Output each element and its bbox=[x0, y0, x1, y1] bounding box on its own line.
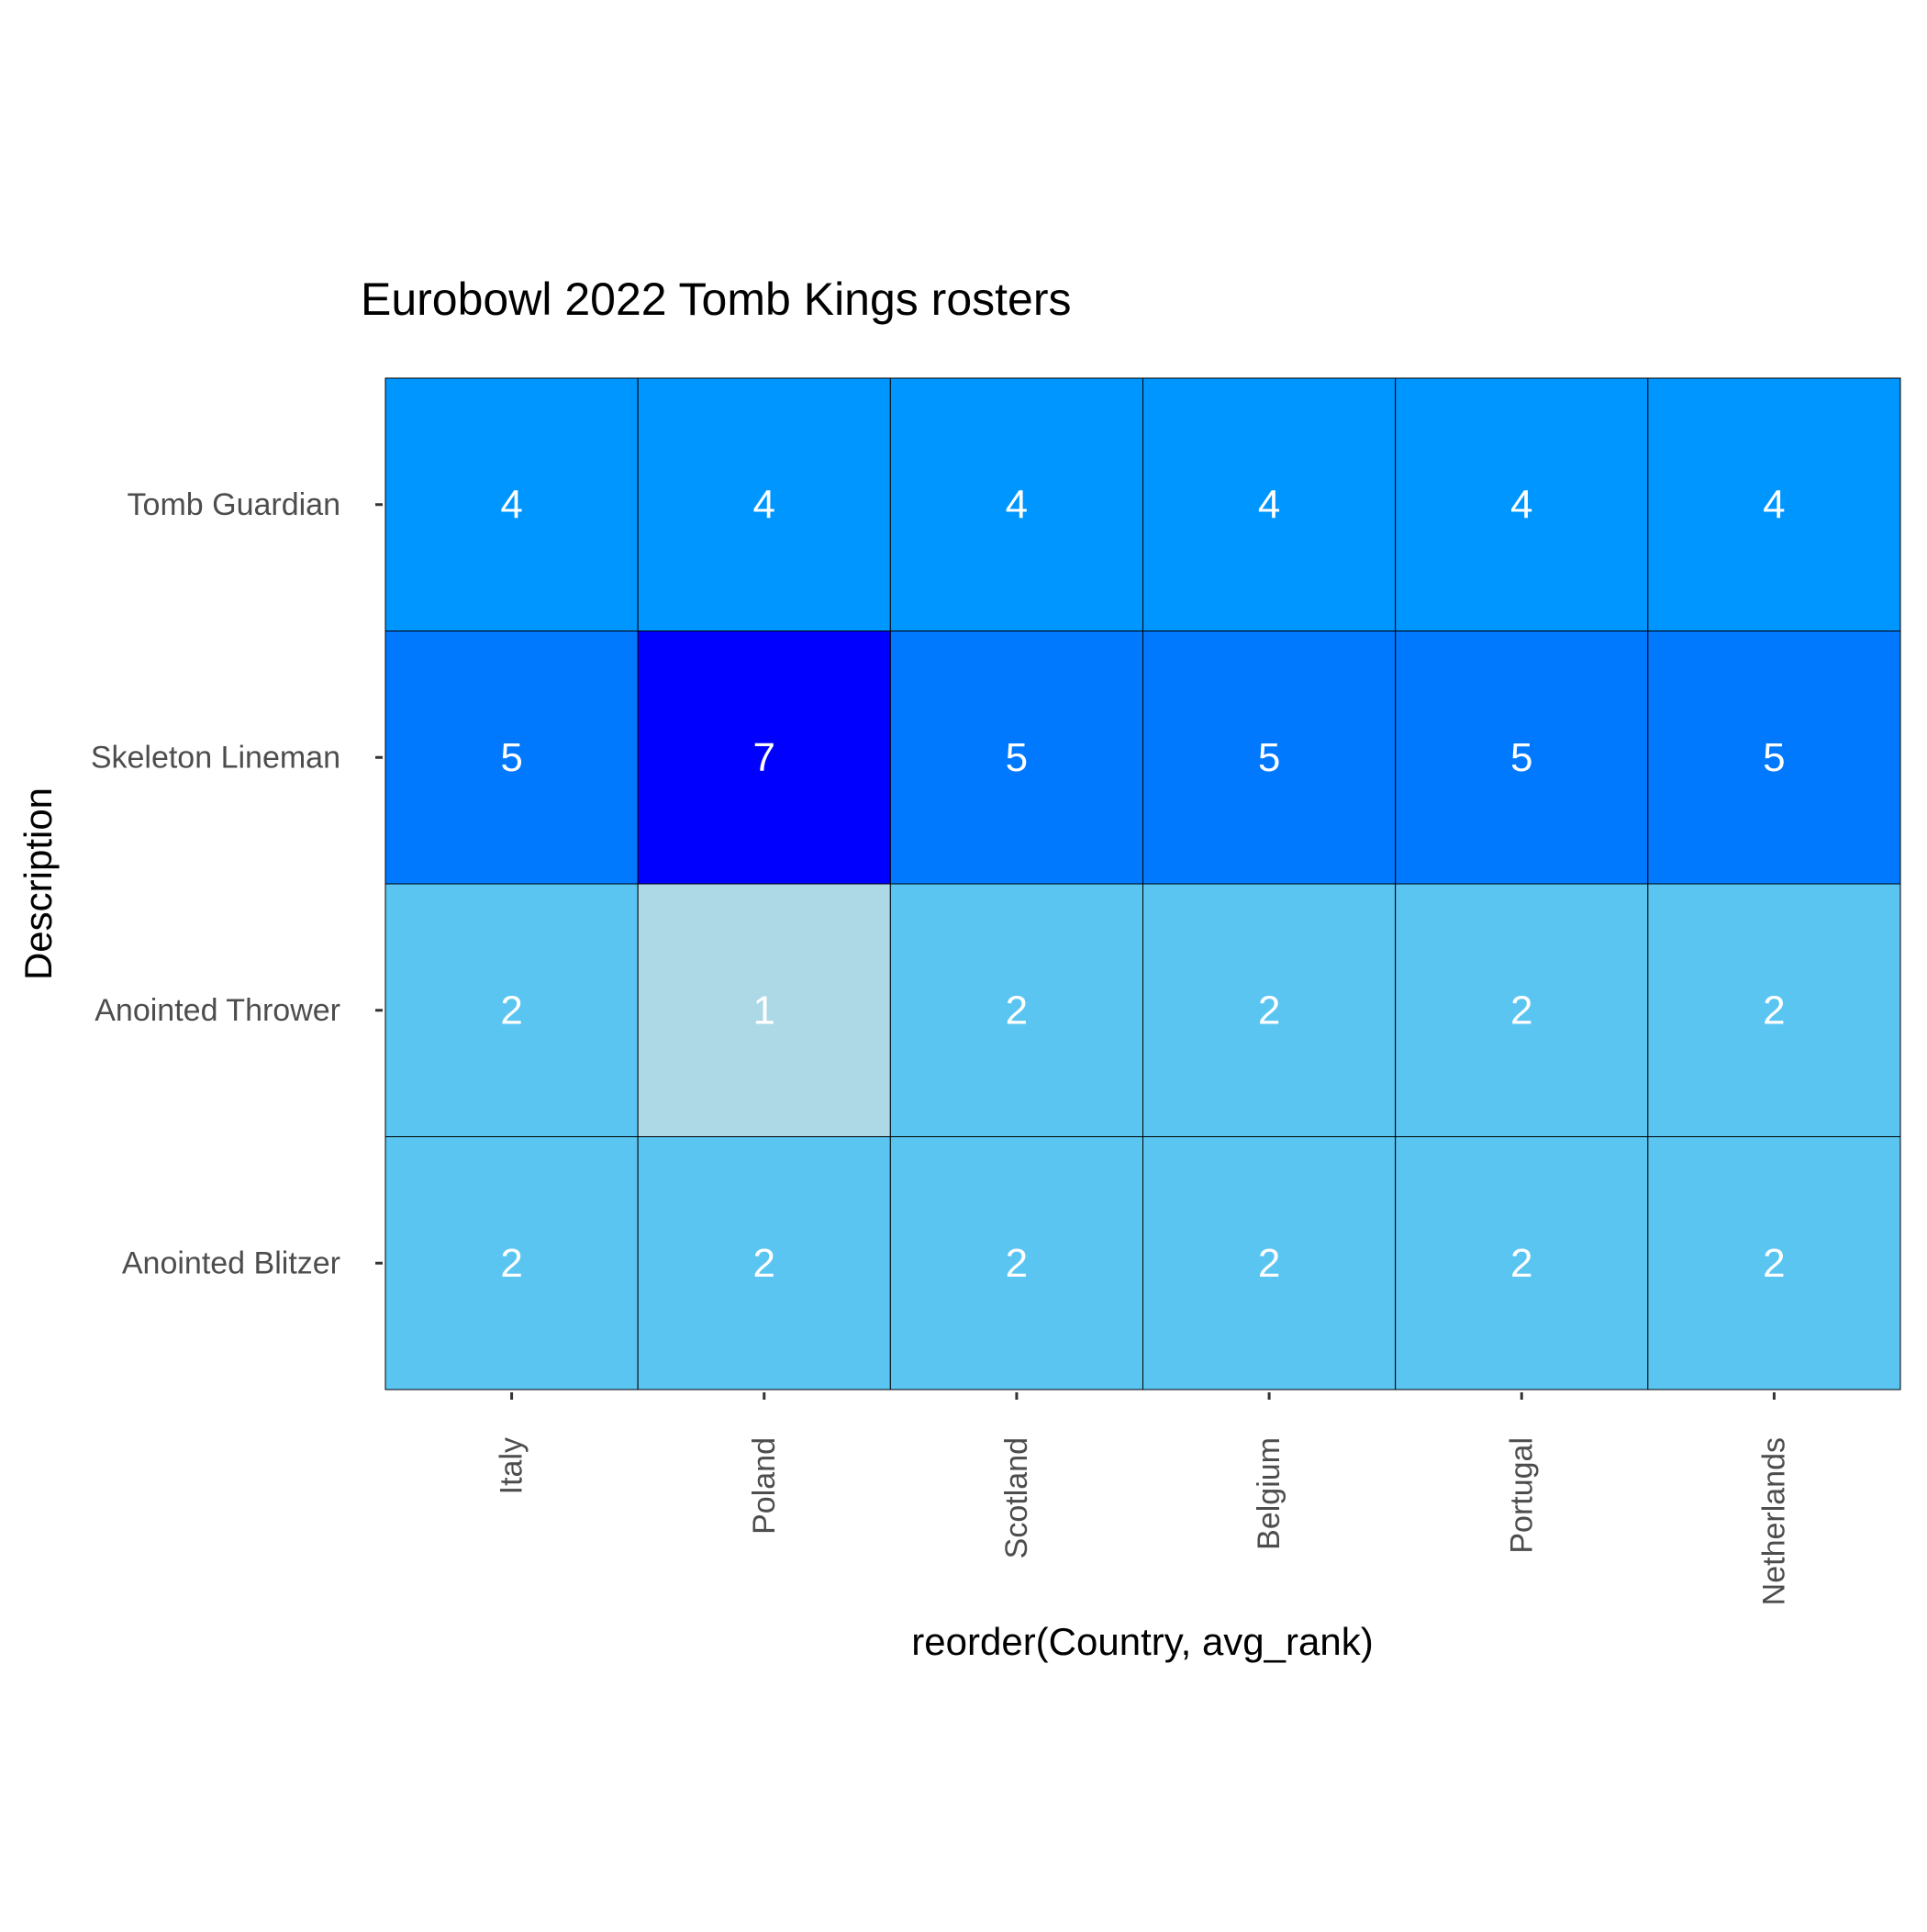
heatmap-cell bbox=[1395, 1136, 1649, 1390]
cell-value-label: 2 bbox=[753, 1241, 775, 1286]
y-axis-title: Description bbox=[17, 787, 60, 980]
heatmap-cell bbox=[637, 883, 891, 1137]
heatmap-cells bbox=[384, 377, 1901, 1390]
x-axis: Italy Poland Scotland Belgium Portugal Nether… bbox=[495, 1392, 1791, 1605]
x-tick-label: Portugal bbox=[1504, 1437, 1539, 1554]
y-tick-label: Skeleton Lineman bbox=[91, 740, 340, 775]
cell-value-label: 2 bbox=[1763, 988, 1785, 1033]
cell-value-label: 5 bbox=[1763, 735, 1785, 780]
x-tick-label: Poland bbox=[747, 1437, 782, 1535]
cell-value-label: 1 bbox=[753, 988, 775, 1033]
heatmap-cell bbox=[637, 631, 891, 885]
heatmap-cell bbox=[384, 883, 639, 1137]
heatmap-cell bbox=[1142, 1136, 1397, 1390]
cell-value-label: 2 bbox=[1006, 1241, 1028, 1286]
y-tick-label: Tomb Guardian bbox=[128, 487, 340, 522]
cell-value-label: 7 bbox=[753, 735, 775, 780]
cell-value-label: 5 bbox=[1510, 735, 1532, 780]
heatmap-cell bbox=[384, 377, 639, 631]
heatmap-cell bbox=[889, 377, 1143, 631]
cell-value-label: 4 bbox=[1006, 482, 1028, 527]
cell-value-label: 4 bbox=[1510, 482, 1532, 527]
heatmap-cell bbox=[1647, 631, 1901, 885]
y-tick-label: Anointed Blitzer bbox=[122, 1245, 340, 1280]
cell-value-label: 4 bbox=[753, 482, 775, 527]
cell-value-label: 2 bbox=[1510, 1241, 1532, 1286]
heatmap-cell bbox=[1142, 883, 1397, 1137]
cell-value-label: 4 bbox=[1258, 482, 1280, 527]
cell-value-label: 2 bbox=[500, 988, 522, 1033]
x-tick-label: Belgium bbox=[1252, 1437, 1287, 1550]
heatmap-cell bbox=[1647, 883, 1901, 1137]
heatmap-cell bbox=[637, 377, 891, 631]
heatmap-cell bbox=[1142, 631, 1397, 885]
cell-value-label: 2 bbox=[1510, 988, 1532, 1033]
x-tick-label: Netherlands bbox=[1756, 1437, 1791, 1605]
heatmap-cell bbox=[889, 883, 1143, 1137]
cell-value-label: 2 bbox=[1006, 988, 1028, 1033]
heatmap-cell bbox=[1142, 377, 1397, 631]
heatmap-cell bbox=[889, 1136, 1143, 1390]
heatmap-cell bbox=[384, 631, 639, 885]
cell-value-label: 5 bbox=[1006, 735, 1028, 780]
y-tick-label: Anointed Thrower bbox=[95, 993, 340, 1028]
x-tick-label: Italy bbox=[495, 1437, 529, 1494]
heatmap-cell bbox=[1395, 377, 1649, 631]
cell-value-label: 4 bbox=[500, 482, 522, 527]
x-axis-title: reorder(Country, avg_rank) bbox=[911, 1620, 1373, 1663]
cell-value-label: 2 bbox=[1763, 1241, 1785, 1286]
heatmap-cell bbox=[637, 1136, 891, 1390]
heatmap-cell bbox=[1647, 377, 1901, 631]
chart-title: Eurobowl 2022 Tomb Kings rosters bbox=[361, 274, 1072, 325]
heatmap-cell bbox=[1395, 883, 1649, 1137]
cell-value-label: 5 bbox=[1258, 735, 1280, 780]
heatmap-cell bbox=[384, 1136, 639, 1390]
cell-value-label: 4 bbox=[1763, 482, 1785, 527]
x-tick-label: Scotland bbox=[999, 1437, 1034, 1558]
heatmap-cell bbox=[1647, 1136, 1901, 1390]
cell-value-label: 5 bbox=[500, 735, 522, 780]
cell-value-label: 2 bbox=[1258, 1241, 1280, 1286]
cell-value-label: 2 bbox=[1258, 988, 1280, 1033]
cell-value-label: 2 bbox=[500, 1241, 522, 1286]
y-axis: Tomb Guardian Skeleton Lineman Anointed Th… bbox=[91, 487, 383, 1280]
heatmap-cell-labels: 4 4 4 4 4 4 5 7 5 5 5 5 2 1 2 2 2 2 2 2 2 2 2 2 bbox=[500, 482, 1785, 1286]
